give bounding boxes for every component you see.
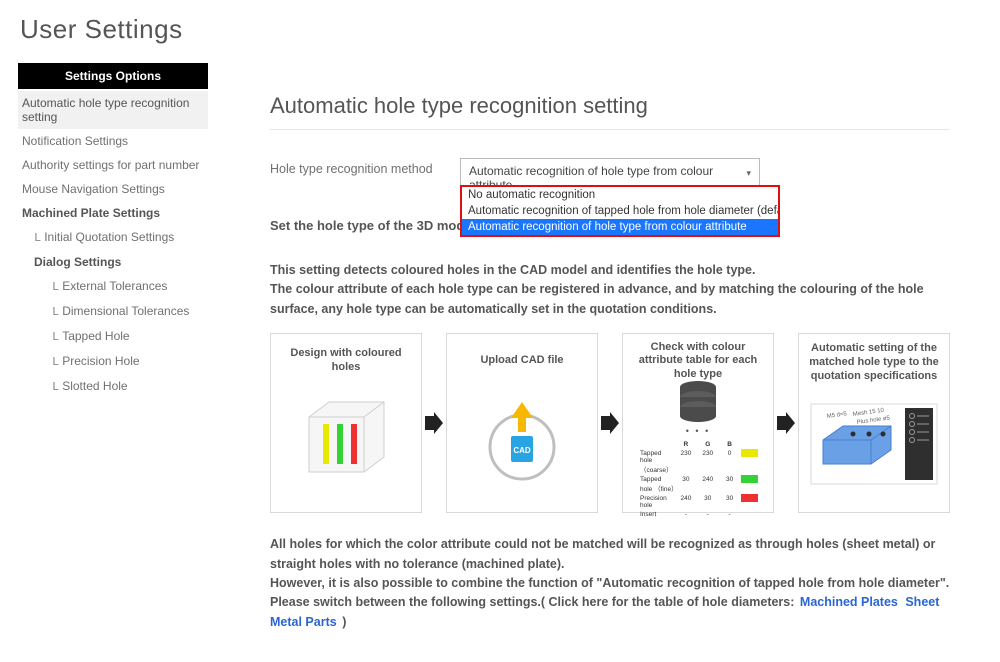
sidebar-item[interactable]: Machined Plate Settings <box>18 201 208 225</box>
sidebar-item[interactable]: LTapped Hole <box>18 324 208 349</box>
card-colour-table: Check with colour attribute table for ea… <box>622 333 774 513</box>
desc-line-2: The colour attribute of each hole type c… <box>270 280 950 319</box>
dropdown-option-no-auto[interactable]: No automatic recognition <box>462 187 778 203</box>
footer-line-3: Please switch between the following sett… <box>270 593 950 632</box>
recognition-method-dropdown: No automatic recognition Automatic recog… <box>460 185 780 237</box>
footer-text: All holes for which the color attribute … <box>270 535 950 632</box>
tree-prefix-icon: L <box>52 280 59 294</box>
sidebar-item[interactable]: Notification Settings <box>18 129 208 153</box>
card-auto-setting: Automatic setting of the matched hole ty… <box>798 333 950 513</box>
sidebar-item-label: Initial Quotation Settings <box>44 230 174 244</box>
tree-prefix-icon: L <box>52 380 59 394</box>
sidebar-item-label: Authority settings for part number <box>22 158 199 172</box>
col-r: R <box>675 440 697 449</box>
arrow-icon <box>600 412 620 434</box>
sidebar-item-label: Precision Hole <box>62 354 139 368</box>
arrow-icon <box>776 412 796 434</box>
arrow-icon <box>424 412 444 434</box>
card-design: Design with coloured holes <box>270 333 422 513</box>
card-design-visual <box>279 380 413 504</box>
card-auto-setting-title: Automatic setting of the matched hole ty… <box>807 342 941 383</box>
card-colour-table-visual: • • • R G B Tapped hole （coarse） <box>631 380 765 519</box>
swatch-red <box>741 494 758 502</box>
tree-prefix-icon: L <box>52 305 59 319</box>
tree-prefix-icon: L <box>34 231 41 245</box>
col-g: G <box>697 440 719 449</box>
sidebar-item[interactable]: Mouse Navigation Settings <box>18 177 208 201</box>
card-design-title: Design with coloured holes <box>279 342 413 380</box>
recognition-method-label: Hole type recognition method <box>270 158 460 176</box>
ellipsis-icon: • • • <box>686 426 710 436</box>
sidebar-item-label: Machined Plate Settings <box>22 206 160 220</box>
card-colour-table-title: Check with colour attribute table for ea… <box>631 342 765 380</box>
sidebar-item[interactable]: LExternal Tolerances <box>18 274 208 299</box>
sidebar-header: Settings Options <box>18 63 208 89</box>
content-heading: Automatic hole type recognition setting <box>270 93 950 119</box>
row-label: Precision hole <box>638 494 675 510</box>
sidebar-item-label: External Tolerances <box>62 279 167 293</box>
sidebar-item[interactable]: Dialog Settings <box>18 250 208 274</box>
sidebar-item-label: Dimensional Tolerances <box>62 304 189 318</box>
sidebar-item-label: Notification Settings <box>22 134 128 148</box>
sidebar-item[interactable]: Automatic hole type recognition setting <box>18 91 208 129</box>
sidebar-item-label: Tapped Hole <box>62 329 129 343</box>
card-upload: Upload CAD file CAD <box>446 333 598 513</box>
row-label: Insert <box>638 510 675 519</box>
sidebar-item-label: Slotted Hole <box>62 379 127 393</box>
swatch-yellow <box>741 449 758 457</box>
recognition-method-row: Hole type recognition method Automatic r… <box>270 158 950 198</box>
description-block: This setting detects coloured holes in t… <box>270 261 950 319</box>
sidebar-item[interactable]: LInitial Quotation Settings <box>18 225 208 250</box>
content-panel: Automatic hole type recognition setting … <box>220 63 1000 662</box>
tree-prefix-icon: L <box>52 330 59 344</box>
sidebar-item[interactable]: Authority settings for part number <box>18 153 208 177</box>
row-label: Tapped hole （coarse） <box>638 449 675 475</box>
sidebar-item[interactable]: LSlotted Hole <box>18 374 208 399</box>
card-upload-title: Upload CAD file <box>480 342 563 380</box>
database-icon <box>676 380 720 422</box>
sidebar-item[interactable]: LDimensional Tolerances <box>18 299 208 324</box>
svg-text:CAD: CAD <box>513 446 531 455</box>
sidebar-item[interactable]: LPrecision Hole <box>18 349 208 374</box>
process-cards: Design with coloured holes <box>270 333 950 513</box>
divider <box>270 129 950 130</box>
card-upload-visual: CAD <box>455 380 589 504</box>
footer-line-2: However, it is also possible to combine … <box>270 574 950 593</box>
chevron-down-icon: ▾ <box>746 168 751 179</box>
colour-attribute-table: R G B Tapped hole （coarse） 230 230 0 <box>638 440 758 519</box>
sidebar-item-label: Mouse Navigation Settings <box>22 182 165 196</box>
tree-prefix-icon: L <box>52 355 59 369</box>
col-b: B <box>719 440 741 449</box>
sidebar: Settings Options Automatic hole type rec… <box>0 63 220 399</box>
card-auto-setting-visual: M5 d=5 Mesh 15 10 Plus hole ø5 <box>807 383 941 504</box>
sidebar-item-label: Dialog Settings <box>34 255 121 269</box>
dropdown-option-tapped-diameter[interactable]: Automatic recognition of tapped hole fro… <box>462 203 778 219</box>
swatch-green <box>741 475 758 483</box>
row-label: Tapped hole （fine） <box>638 475 675 494</box>
desc-line-1: This setting detects coloured holes in t… <box>270 261 950 280</box>
footer-line-1: All holes for which the color attribute … <box>270 535 950 574</box>
page-title: User Settings <box>0 0 1000 63</box>
dropdown-option-colour-attr[interactable]: Automatic recognition of hole type from … <box>462 219 778 235</box>
link-machined-plates[interactable]: Machined Plates <box>798 595 900 609</box>
sidebar-item-label: Automatic hole type recognition setting <box>22 96 189 124</box>
